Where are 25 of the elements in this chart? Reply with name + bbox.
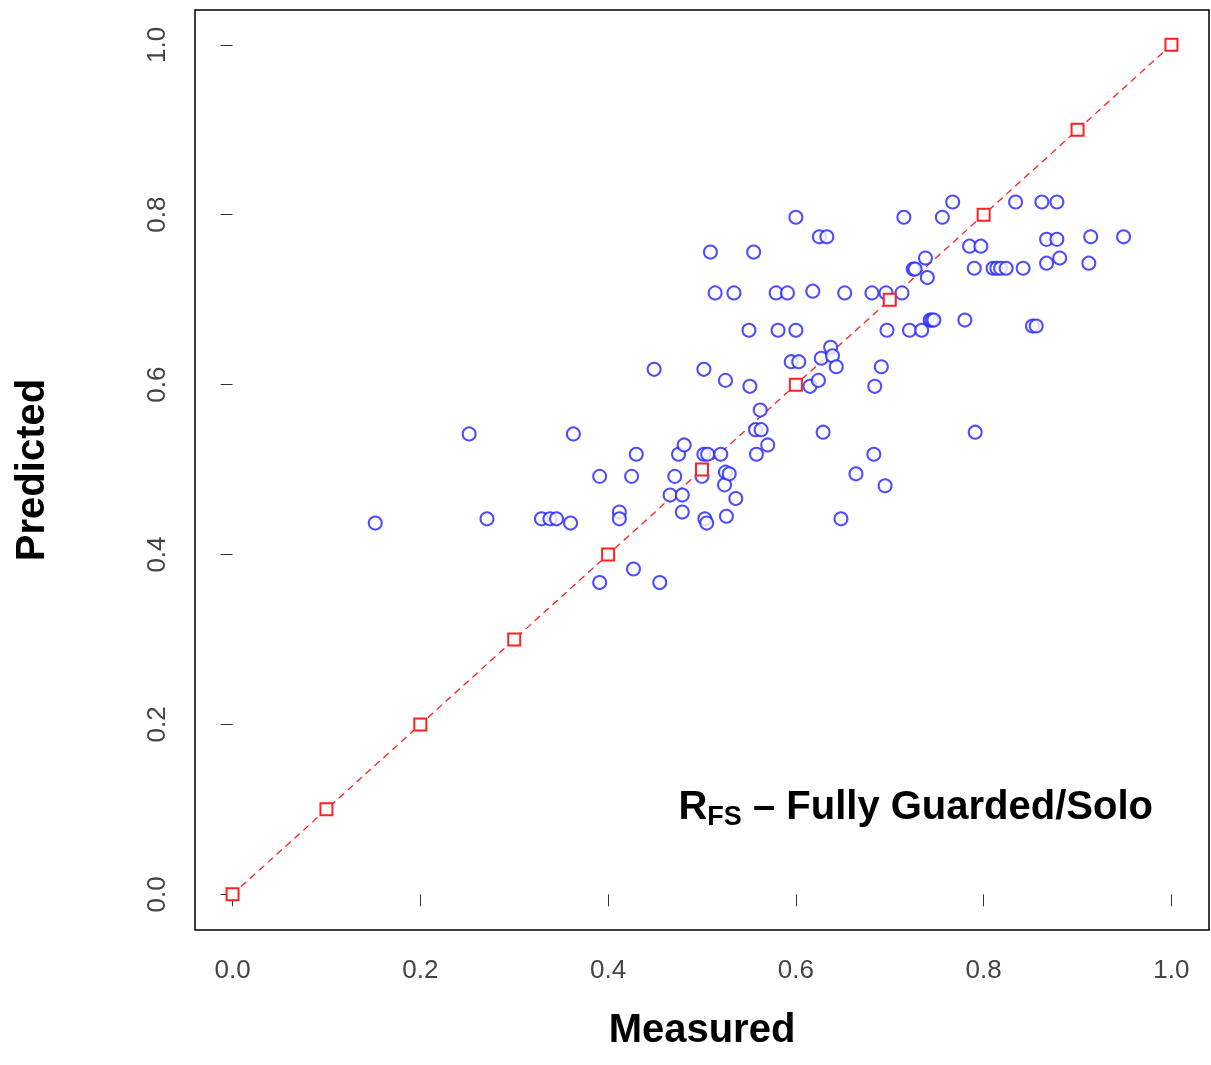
y-axis-title: Predicted [8, 378, 52, 562]
x-tick-label: 1.0 [1153, 954, 1190, 984]
x-tick-label: 0.0 [214, 954, 251, 984]
point [788, 377, 803, 392]
point [319, 802, 334, 817]
point [225, 887, 240, 902]
point [695, 462, 709, 477]
y-tick-label: 0.0 [141, 876, 171, 913]
point [882, 292, 897, 307]
point [413, 717, 428, 732]
point [976, 207, 991, 222]
point [1164, 37, 1179, 52]
x-tick-label: 0.6 [777, 954, 814, 984]
point [1070, 122, 1085, 137]
point [507, 632, 522, 647]
x-tick-label: 0.8 [965, 954, 1002, 984]
x-tick-label: 0.4 [590, 954, 627, 984]
y-tick-label: 0.2 [141, 706, 171, 743]
y-tick-label: 0.8 [141, 196, 171, 233]
point [601, 547, 616, 562]
x-tick-label: 0.2 [402, 954, 439, 984]
y-tick-label: 0.6 [141, 366, 171, 403]
x-axis-title: Measured [608, 1006, 796, 1050]
y-tick-label: 0.4 [141, 536, 171, 573]
y-tick-label: 1.0 [141, 26, 171, 63]
